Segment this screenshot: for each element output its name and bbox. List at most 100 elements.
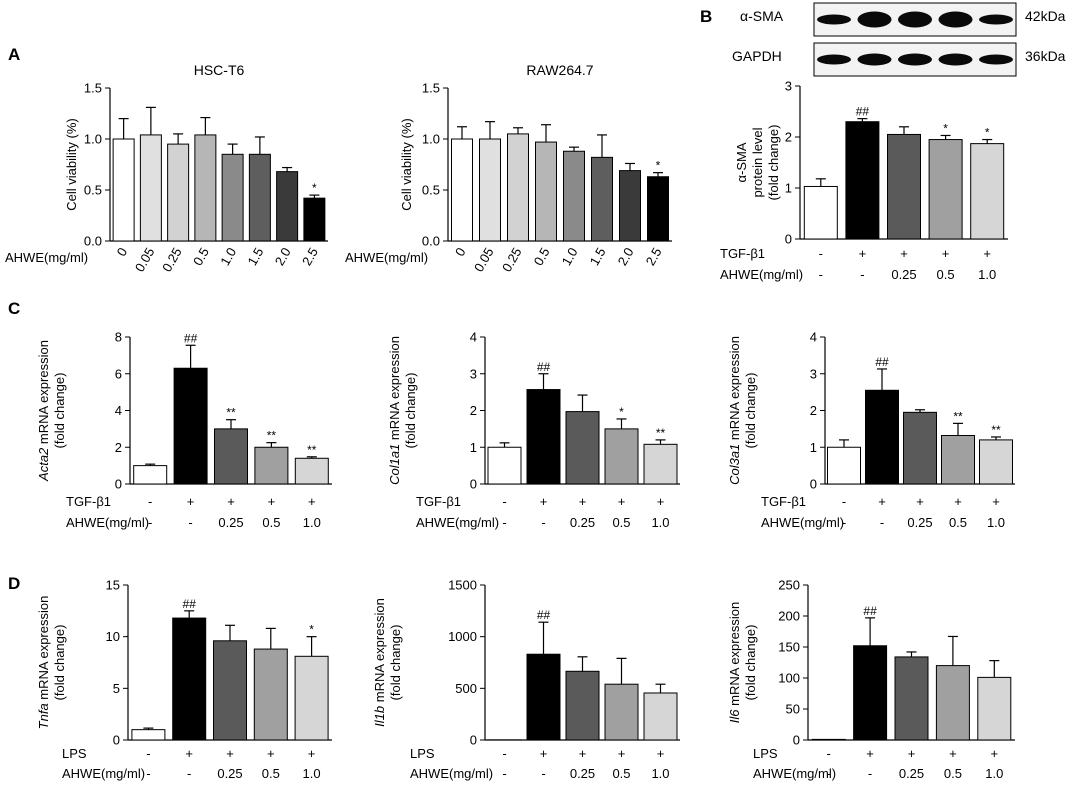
blot-band xyxy=(898,53,932,66)
y-tick-label: 0.5 xyxy=(84,183,102,198)
bar xyxy=(619,170,641,242)
bar xyxy=(565,411,600,485)
bar xyxy=(507,133,529,242)
condition-value: + xyxy=(954,494,962,509)
bar xyxy=(845,121,880,240)
condition-value: + xyxy=(540,494,548,509)
condition-value: 0.5 xyxy=(262,766,280,781)
condition-value: + xyxy=(185,746,193,761)
blot-protein-label: GAPDH xyxy=(732,48,782,64)
condition-value: 0.25 xyxy=(899,766,924,781)
condition-value: 1.0 xyxy=(651,515,669,530)
condition-value: - xyxy=(868,766,872,781)
condition-value: - xyxy=(502,766,506,781)
condition-value: 0.5 xyxy=(937,267,955,282)
bar xyxy=(294,457,329,485)
bar xyxy=(591,156,613,242)
condition-row-label: AHWE(mg/ml) xyxy=(416,515,499,530)
condition-value: 0.5 xyxy=(944,766,962,781)
x-tick-label: 1.0 xyxy=(559,245,581,268)
condition-value: - xyxy=(148,494,152,509)
condition-value: + xyxy=(991,746,999,761)
y-tick-label: 1000 xyxy=(448,629,477,644)
y-tick-label: 0 xyxy=(785,232,792,247)
y-tick-label: 3 xyxy=(785,79,792,94)
bar xyxy=(970,143,1005,240)
y-tick-label: 0.5 xyxy=(422,183,440,198)
condition-value: + xyxy=(866,746,874,761)
y-axis-label: Col1a1 mRNA expression(fold change) xyxy=(387,336,418,485)
y-tick-label: 2 xyxy=(115,440,122,455)
y-tick-label: 0 xyxy=(810,477,817,492)
condition-value: - xyxy=(541,515,545,530)
bar xyxy=(487,446,522,485)
condition-row-label: AHWE(mg/ml) xyxy=(66,515,149,530)
significance-label: ** xyxy=(226,406,236,420)
bar xyxy=(977,676,1012,741)
y-axis-label: Cell viability (%) xyxy=(399,118,414,210)
y-tick-label: 4 xyxy=(810,330,817,345)
blot-band xyxy=(857,11,892,28)
y-tick-label: 15 xyxy=(106,578,120,593)
condition-value: - xyxy=(860,267,864,282)
condition-row-label: TGF-β1 xyxy=(66,494,111,509)
condition-value: + xyxy=(308,494,316,509)
condition-row-label: LPS xyxy=(753,746,778,761)
condition-value: + xyxy=(949,746,957,761)
condition-value: + xyxy=(992,494,1000,509)
significance-label: * xyxy=(312,181,317,195)
significance-label: ## xyxy=(875,355,889,369)
condition-value: + xyxy=(540,746,548,761)
condition-value: - xyxy=(827,766,831,781)
condition-value: + xyxy=(618,494,626,509)
bar xyxy=(903,411,937,485)
significance-label: ## xyxy=(537,608,551,622)
y-tick-label: 250 xyxy=(778,578,800,593)
y-tick-label: 0 xyxy=(470,733,477,748)
condition-value: - xyxy=(187,766,191,781)
condition-row-label: AHWE(mg/ml) xyxy=(761,515,844,530)
condition-value: + xyxy=(900,246,908,261)
condition-value: 1.0 xyxy=(651,766,669,781)
condition-value: 0.25 xyxy=(907,515,932,530)
significance-label: * xyxy=(656,159,661,173)
condition-value: + xyxy=(942,246,950,261)
y-tick-label: 10 xyxy=(106,629,120,644)
chart-2: 0 1 2 3 ## * * α-SMAprotein level(fold change) T… xyxy=(720,79,1008,282)
x-tick-label: 2.5 xyxy=(299,245,321,268)
condition-value: 0.5 xyxy=(949,515,967,530)
significance-label: ** xyxy=(267,429,277,443)
condition-value: 0.25 xyxy=(217,766,242,781)
condition-value: 0.25 xyxy=(891,267,916,282)
bar xyxy=(248,153,271,242)
bar xyxy=(811,738,846,741)
bar xyxy=(294,655,329,741)
condition-value: 0.25 xyxy=(218,515,243,530)
condition-value: 1.0 xyxy=(978,267,996,282)
x-tick-label: 0.25 xyxy=(159,245,185,274)
bar xyxy=(935,665,970,741)
significance-label: ## xyxy=(863,604,877,618)
y-axis-label: α-SMAprotein level(fold change) xyxy=(734,125,781,201)
condition-value: - xyxy=(148,515,152,530)
bar xyxy=(526,653,561,741)
bar xyxy=(133,465,168,485)
bar xyxy=(131,729,166,741)
x-tick-label: 1.0 xyxy=(217,245,239,268)
condition-value: + xyxy=(916,494,924,509)
condition-value: + xyxy=(227,494,235,509)
y-axis-label: Tnfa mRNA expression(fold change) xyxy=(36,596,67,730)
x-tick-label: 0 xyxy=(452,245,469,259)
bar xyxy=(853,645,888,741)
condition-row-label: LPS xyxy=(62,746,87,761)
bar xyxy=(604,683,639,741)
condition-value: + xyxy=(308,746,316,761)
panel-label-c: C xyxy=(8,299,20,318)
x-tick-label: 2.5 xyxy=(643,245,665,268)
condition-value: - xyxy=(541,766,545,781)
chart-7: 0 500 1000 1500 ## Il1b mRNA expression(fold … xyxy=(372,578,680,781)
chart-6: 0 5 10 15 ## * Tnfa mRNA expression(fold chang… xyxy=(36,578,332,781)
